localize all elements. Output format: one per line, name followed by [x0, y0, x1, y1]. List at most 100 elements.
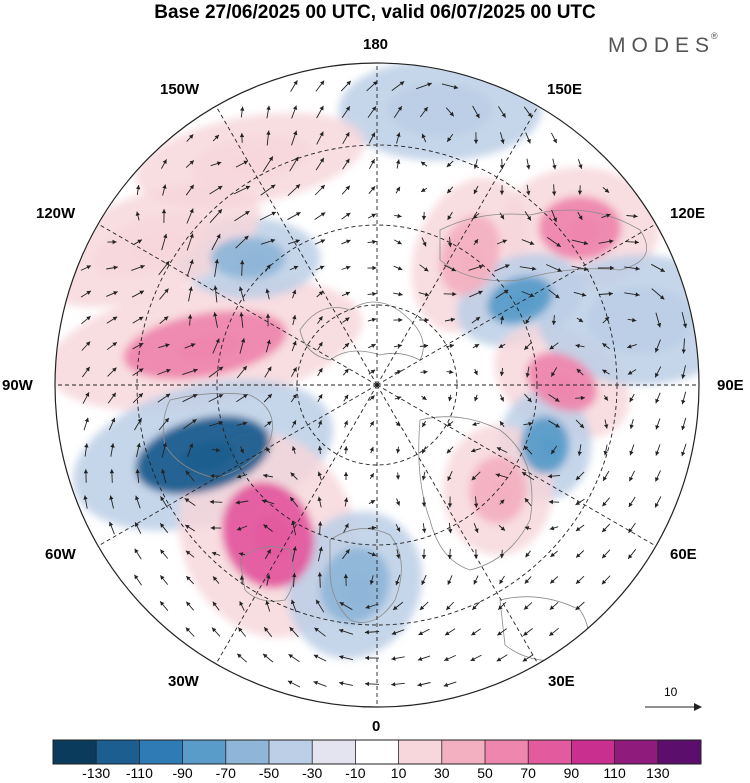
- latitude-circle: [216, 224, 538, 546]
- wind-vector-head: [343, 446, 349, 451]
- wind-vector-head: [472, 605, 477, 610]
- meridian-line: [376, 384, 657, 547]
- wind-vector-head: [192, 419, 197, 424]
- lon-label-60w: 60W: [45, 546, 76, 563]
- wind-vector-head: [85, 341, 91, 346]
- wind-vector-head: [447, 137, 452, 142]
- wind-vector-head: [185, 550, 191, 555]
- coastline: [418, 416, 533, 571]
- wind-vector-head: [217, 209, 222, 214]
- wind-vector-head: [423, 267, 429, 272]
- wind-vector-head: [319, 105, 324, 111]
- chart-title: Base 27/06/2025 00 UTC, valid 06/07/2025…: [154, 2, 596, 23]
- wind-vector-head: [295, 184, 301, 189]
- wind-vector-head: [135, 211, 140, 216]
- wind-vector-head: [601, 579, 607, 585]
- lon-label-0: 0: [372, 718, 381, 735]
- wind-vector-head: [391, 630, 397, 635]
- wind-vector-head: [421, 475, 427, 481]
- wind-vector-head: [238, 552, 244, 557]
- wind-vector-head: [628, 502, 633, 507]
- lon-label-120w: 120W: [36, 205, 76, 222]
- wind-vector-head: [655, 503, 659, 508]
- wind-vector-head: [160, 496, 165, 501]
- wind-vector-head: [632, 317, 637, 323]
- wind-vector-head: [239, 575, 245, 580]
- wind-vector-head: [602, 343, 607, 348]
- wind-vector-head: [292, 420, 296, 425]
- wind-vector-head: [369, 446, 374, 452]
- wind-vector-head: [447, 554, 453, 559]
- wind-vector-head: [318, 420, 323, 425]
- wind-vector-head: [447, 476, 452, 481]
- wind-vector-head: [343, 497, 349, 502]
- wind-vector-head: [372, 81, 378, 86]
- wind-vector-head: [527, 216, 531, 221]
- colorbar-tick-label: -70: [215, 765, 236, 781]
- wind-vector-head: [399, 81, 405, 86]
- wind-vector-head: [500, 139, 505, 144]
- wind-vector-head: [500, 214, 504, 220]
- colorbar-tick-label: 10: [390, 765, 407, 781]
- wind-vector-head: [339, 628, 344, 633]
- wind-vector-head: [627, 344, 632, 349]
- wind-vector-head: [471, 475, 477, 481]
- wind-vector-head: [345, 185, 350, 191]
- anomaly-peak: [180, 441, 235, 473]
- wind-vector-head: [498, 605, 503, 610]
- wind-vector-head: [343, 472, 349, 476]
- wind-vector-head: [84, 443, 89, 448]
- wind-vector-head: [575, 526, 581, 531]
- wind-vector-head: [472, 421, 477, 427]
- wind-vector-head: [581, 292, 587, 297]
- wind-vector-head: [271, 211, 276, 216]
- wind-vector-head: [629, 397, 634, 402]
- wind-vector-head: [263, 473, 268, 478]
- wind-vector-head: [500, 526, 506, 531]
- wind-vector-head: [162, 184, 167, 189]
- wind-vector-head: [292, 546, 297, 551]
- wind-vector-head: [213, 285, 218, 290]
- wind-vector-head: [501, 113, 506, 118]
- wind-vector-head: [236, 526, 242, 531]
- wind-vector-head: [627, 370, 633, 375]
- wind-vector-head: [370, 500, 376, 505]
- wind-vector-head: [398, 317, 403, 323]
- wind-vector-head: [524, 345, 529, 350]
- wind-vector-head: [193, 368, 198, 373]
- colorbar-swatch: [139, 740, 183, 764]
- wind-vector-head: [628, 554, 633, 559]
- lon-label-150e: 150E: [547, 81, 583, 98]
- wind-vector-head: [523, 631, 528, 636]
- wind-vector-head: [604, 316, 610, 322]
- wind-vector-head: [266, 574, 271, 579]
- wind-vector-head: [318, 546, 323, 552]
- wind-vector-head: [498, 343, 504, 348]
- colorbar-swatch: [441, 740, 486, 764]
- wind-vector-head: [531, 266, 537, 271]
- wind-vector-head: [84, 417, 89, 423]
- wind-vector-head: [629, 424, 634, 429]
- wind-vector-head: [499, 396, 504, 402]
- wind-vector-head: [83, 469, 89, 474]
- wind-vector-head: [420, 161, 426, 166]
- wind-vector-head: [317, 496, 322, 502]
- colorbar-tick-label: -90: [172, 765, 193, 781]
- wind-vector-head: [446, 448, 452, 454]
- wind-vector-head: [313, 680, 318, 685]
- wind-vector-head: [189, 184, 194, 190]
- wind-vector-head: [313, 654, 319, 659]
- wind-vector-head: [266, 549, 271, 554]
- wind-vector-head: [473, 503, 479, 508]
- wind-vector-head: [290, 497, 295, 502]
- wind-vector-head: [371, 106, 376, 111]
- wind-vector-head: [218, 366, 224, 371]
- wind-vector-head: [421, 187, 426, 192]
- wind-vector-head: [215, 338, 220, 343]
- wind-vector-head: [339, 681, 344, 686]
- wind-vector-head: [268, 156, 273, 161]
- meridian-line: [376, 105, 539, 386]
- wind-vector-head: [344, 343, 350, 348]
- colorbar-swatch: [269, 740, 313, 764]
- colorbar-swatch: [571, 740, 615, 764]
